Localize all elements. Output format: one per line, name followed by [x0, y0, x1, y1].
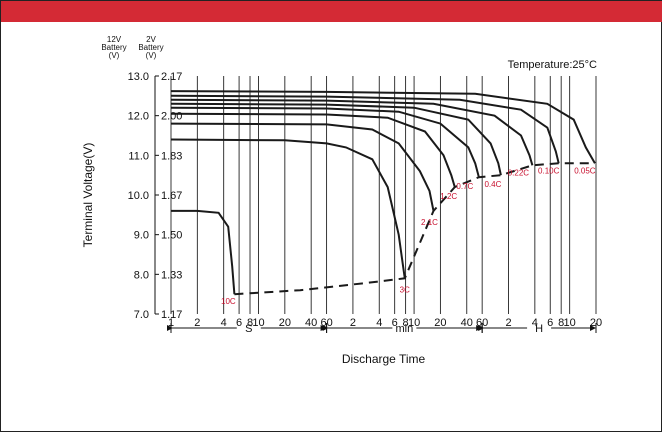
rate-label: 1.2C	[440, 192, 457, 201]
y-tick-label-2v: 2.17	[161, 71, 182, 83]
y-tick-label-12v: 13.0	[128, 71, 149, 83]
y-tick-label-2v: 1.83	[161, 150, 182, 162]
rate-label: 0.7C	[456, 182, 473, 191]
x-tick-label: 8	[403, 317, 409, 329]
x-tick-label: 20	[279, 317, 291, 329]
rate-label: 0.05C	[574, 166, 596, 175]
x-tick-label: 10	[564, 317, 576, 329]
discharge-curve-3C	[170, 138, 406, 279]
x-tick-label: 4	[376, 317, 382, 329]
final-voltage-dashed-line	[234, 162, 595, 296]
x-tick-label: 60	[320, 317, 332, 329]
temperature-annotation: Temperature:25°C	[508, 59, 597, 71]
y-tick-label-12v: 8.0	[134, 269, 149, 281]
unit-label: S	[245, 323, 252, 335]
y-header-12v: 12V	[107, 35, 122, 44]
y-tick-label-2v: 1.50	[161, 230, 182, 242]
y-tick-label-2v: 1.17	[161, 309, 182, 321]
x-tick-label: 4	[532, 317, 538, 329]
discharge-curve-0-7C	[170, 106, 480, 178]
rate-label: 0.22C	[508, 168, 530, 177]
x-tick-label: 40	[305, 317, 317, 329]
y-tick-label-2v: 1.33	[161, 269, 182, 281]
discharge-curve-10C	[171, 209, 236, 295]
x-tick-label: 6	[392, 317, 398, 329]
discharge-curve-0-05C	[170, 90, 596, 164]
x-tick-label: 10	[252, 317, 264, 329]
x-tick-label: 6	[236, 317, 242, 329]
x-tick-label: 60	[476, 317, 488, 329]
y-axis-title: Terminal Voltage(V)	[81, 143, 95, 248]
y-header-12v: (V)	[109, 51, 120, 60]
unit-label: min	[396, 323, 414, 335]
x-tick-label: 10	[408, 317, 420, 329]
y-tick-label-12v: 7.0	[134, 309, 149, 321]
x-tick-label: 20	[590, 317, 602, 329]
unit-label: H	[535, 323, 543, 335]
y-tick-label-12v: 10.0	[128, 190, 149, 202]
header-bar	[1, 1, 662, 22]
rate-label: 0.4C	[484, 180, 501, 189]
x-tick-label: 2	[505, 317, 511, 329]
discharge-curve-0-22C	[170, 98, 534, 166]
y-tick-label-12v: 9.0	[134, 230, 149, 242]
x-axis-title: Discharge Time	[342, 352, 426, 366]
rate-label: 3C	[400, 285, 410, 294]
x-tick-label: 20	[434, 317, 446, 329]
discharge-curve-0-10C	[170, 94, 560, 164]
rate-label: 10C	[221, 297, 236, 306]
discharge-curve-0-4C	[170, 102, 502, 176]
x-tick-label: 2	[194, 317, 200, 329]
x-tick-label: 1	[168, 317, 174, 329]
y-header-2v: (V)	[146, 51, 157, 60]
y-header-2v: Battery	[138, 43, 163, 52]
y-header-12v: Battery	[101, 43, 126, 52]
x-tick-label: 6	[547, 317, 553, 329]
y-header-2v: 2V	[146, 35, 156, 44]
discharge-curve-2-1C	[170, 122, 435, 212]
y-tick-label-2v: 2.00	[161, 111, 182, 123]
y-tick-label-12v: 12.0	[128, 111, 149, 123]
y-tick-label-12v: 11.0	[128, 150, 149, 162]
discharge-curve-1-2C	[170, 112, 456, 188]
x-tick-label: 8	[247, 317, 253, 329]
rate-label: 0.10C	[538, 166, 560, 175]
rate-label: 2.1C	[421, 218, 438, 227]
x-tick-label: 8	[558, 317, 564, 329]
x-tick-label: 4	[221, 317, 227, 329]
y-tick-label-2v: 1.67	[161, 190, 182, 202]
x-tick-label: 2	[350, 317, 356, 329]
x-tick-label: 40	[461, 317, 473, 329]
